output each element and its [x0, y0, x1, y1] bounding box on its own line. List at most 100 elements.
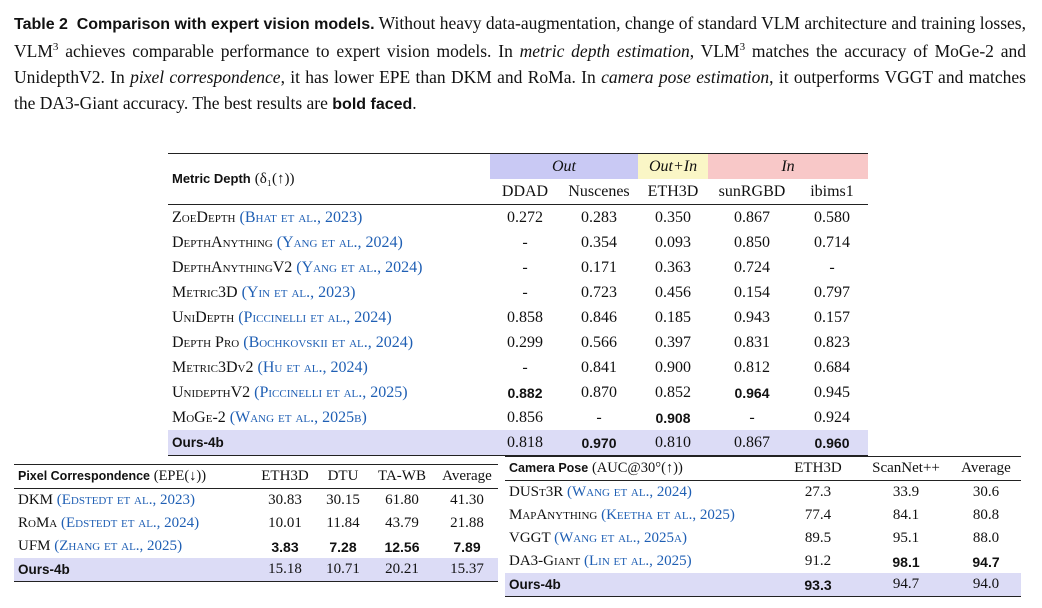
pixel-col-dtu: DTU [318, 464, 368, 489]
depth-value-cell: 0.943 [734, 308, 770, 326]
pixel-citation[interactable]: Edstedt et al., 2024 [65, 515, 195, 531]
citation-paren: ) [194, 515, 200, 531]
camera-header-row: Camera Pose (AUC@30°(↑)) ETH3D ScanNet++… [505, 456, 1021, 481]
col-ibims1: ibims1 [810, 182, 854, 200]
depth-value-cell: 0.850 [734, 233, 770, 251]
caption-bold-text: bold faced [332, 96, 413, 113]
caption-label: Table 2 [14, 16, 68, 33]
pixel-ours-row: Ours-4b 15.18 10.71 20.21 15.37 [14, 558, 498, 582]
depth-value-cell: 0.856 [507, 408, 543, 426]
depth-citation[interactable]: Bochkovskii et al., 2024 [248, 333, 408, 351]
group-in: In [708, 153, 868, 179]
camera-ours-value: 94.7 [861, 573, 951, 597]
depth-citation[interactable]: Bhat et al., 2023 [244, 208, 357, 226]
depth-value-cell: 0.397 [655, 333, 691, 351]
pixel-citation[interactable]: Edstedt et al., 2023 [61, 492, 190, 508]
camera-method-cell: DUSt3R (Wang et al., 2024) [505, 481, 775, 505]
citation-paren: ( [237, 283, 247, 301]
camera-value-cell: 33.9 [892, 484, 920, 500]
pixel-metric: (EPE(↓)) [153, 468, 207, 484]
depth-title-cell: Metric Depth (δ₁(↑)) [168, 154, 490, 205]
citation-paren: ( [597, 507, 607, 523]
depth-value-cell: 0.852 [655, 383, 691, 401]
pixel-title: Pixel Correspondence [18, 469, 150, 483]
depth-citation[interactable]: Piccinelli et al., 2025 [259, 383, 403, 401]
depth-ours-value: 0.818 [490, 430, 560, 456]
pixel-method-name: RoMa [18, 515, 58, 531]
camera-col-average: Average [951, 456, 1021, 481]
depth-value-cell: 0.566 [581, 333, 617, 351]
depth-citation[interactable]: Wang et al., 2025b [235, 408, 362, 426]
depth-citation[interactable]: Yang et al., 2024 [301, 258, 418, 276]
caption-task-1: metric depth estimation [519, 41, 690, 61]
pixel-method-cell: RoMa (Edstedt et al., 2024) [14, 512, 252, 535]
depth-value-cell: 0.580 [796, 204, 868, 230]
citation-paren: ( [563, 484, 572, 500]
pixel-row: DKM (Edstedt et al., 2023) 30.83 30.15 61.8… [14, 489, 498, 513]
depth-method-name: Metric3D [172, 283, 238, 301]
depth-value-cell: 0.823 [814, 333, 850, 351]
pixel-citation[interactable]: Zhang et al., 2025 [59, 538, 178, 554]
citation-paren: ( [253, 358, 263, 376]
depth-value-cell: - [522, 358, 528, 376]
camera-citation[interactable]: Keetha et al., 2025 [606, 507, 730, 523]
depth-row: UniDepth (Piccinelli et al., 2024) 0.858 0… [168, 305, 868, 330]
depth-value-cell: 0.900 [655, 358, 691, 376]
depth-ours-value: 0.970 [560, 430, 638, 456]
camera-pose-table: Camera Pose (AUC@30°(↑)) ETH3D ScanNet++… [505, 456, 1021, 597]
pixel-value-cell: 3.83 [271, 538, 299, 555]
citation-paren: ) [357, 208, 363, 226]
citation-paren: ( [53, 492, 62, 508]
depth-method-name: Metric3Dv2 [172, 358, 254, 376]
camera-citation[interactable]: Lin et al., 2025 [589, 553, 687, 569]
depth-value-cell: 0.867 [708, 204, 796, 230]
depth-citation[interactable]: Yang et al., 2024 [282, 233, 398, 251]
pixel-method-cell: UFM (Zhang et al., 2025) [14, 535, 252, 558]
depth-citation[interactable]: Yin et al., 2023 [246, 283, 351, 301]
caption-text-2: achieves comparable performance to exper… [58, 41, 520, 61]
camera-metric: (AUC@30°(↑)) [591, 460, 683, 476]
camera-value-cell: 77.4 [804, 507, 832, 523]
depth-value-cell: 0.846 [581, 308, 617, 326]
camera-title-cell: Camera Pose (AUC@30°(↑)) [505, 456, 775, 481]
depth-method-cell: DepthAnythingV2 (Yang et al., 2024) [168, 255, 490, 280]
pixel-value-cell: 7.28 [329, 538, 357, 555]
camera-citation[interactable]: Wang et al., 2024 [571, 484, 687, 500]
pixel-col-average: Average [436, 464, 498, 489]
camera-value-cell: 94.7 [972, 553, 1000, 570]
camera-row: DUSt3R (Wang et al., 2024) 27.3 33.9 30.6 [505, 481, 1021, 505]
table-caption: Table 2 Comparison with expert vision mo… [14, 10, 1026, 118]
citation-paren: ( [250, 383, 260, 401]
depth-value-cell: 0.908 [655, 409, 691, 426]
depth-value-cell: 0.714 [814, 233, 850, 251]
camera-citation[interactable]: Wang et al., 2025a [559, 530, 682, 546]
caption-task-3: camera pose estimation [601, 67, 770, 87]
camera-col-scannet: ScanNet++ [861, 456, 951, 481]
depth-value-cell: 0.924 [814, 408, 850, 426]
depth-value-cell: 0.154 [734, 283, 770, 301]
depth-metric: (δ₁(↑)) [254, 171, 295, 187]
depth-row: Metric3Dv2 (Hu et al., 2024) - 0.841 0.900 0… [168, 355, 868, 380]
depth-ours-row: Ours-4b 0.818 0.970 0.810 0.867 0.960 [168, 430, 868, 456]
citation-paren: ) [407, 333, 414, 351]
camera-ours-label: Ours-4b [505, 573, 775, 597]
camera-ours-value: 93.3 [775, 573, 861, 597]
group-out: Out [490, 153, 638, 179]
depth-citation[interactable]: Piccinelli et al., 2024 [243, 308, 387, 326]
pixel-header-row: Pixel Correspondence (EPE(↓)) ETH3D DTU … [14, 464, 498, 489]
caption-sup-1: 3 [52, 41, 59, 54]
depth-value-cell: - [596, 408, 602, 426]
camera-method-name: MapAnything [509, 507, 598, 523]
depth-citation[interactable]: Hu et al., 2024 [262, 358, 363, 376]
depth-value-cell: - [522, 258, 528, 276]
citation-paren: ) [177, 538, 183, 554]
camera-value-cell: 98.1 [892, 553, 920, 570]
camera-ours-row: Ours-4b 93.3 94.7 94.0 [505, 573, 1021, 597]
pixel-value-cell: 61.80 [385, 492, 419, 508]
camera-method-cell: VGGT (Wang et al., 2025a) [505, 527, 775, 550]
depth-value-cell: - [522, 233, 528, 251]
pixel-value-cell: 7.89 [453, 538, 481, 555]
pixel-row: UFM (Zhang et al., 2025) 3.83 7.28 12.56 7.8… [14, 535, 498, 558]
depth-method-cell: MoGe-2 (Wang et al., 2025b) [168, 405, 490, 430]
citation-paren: ) [686, 484, 692, 500]
